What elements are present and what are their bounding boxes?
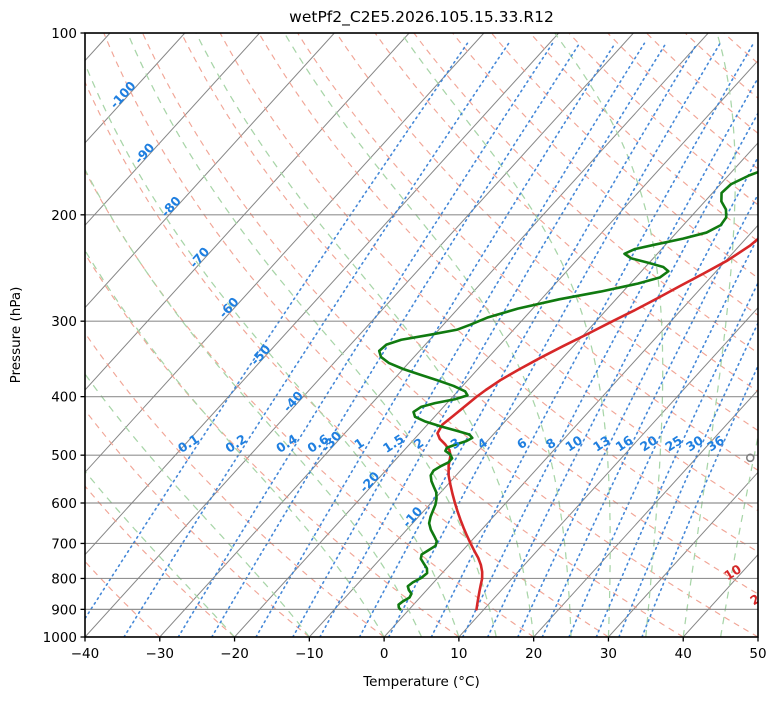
dry-adiabat-label: 20 xyxy=(747,586,770,608)
isotherm-line xyxy=(533,389,758,637)
x-axis-label: Temperature (°C) xyxy=(362,674,480,690)
mixing-ratio-line xyxy=(430,42,755,637)
mixing-ratio-line xyxy=(595,281,758,637)
dry-adiabat-label: 30 xyxy=(771,609,775,631)
x-tick-label: 0 xyxy=(380,646,389,662)
x-tick-label: 10 xyxy=(450,646,467,662)
moist-adiabat-line xyxy=(283,33,572,637)
dry-adiabat-line xyxy=(85,252,460,637)
mixing-ratio-line xyxy=(618,321,758,637)
mixing-ratio-line xyxy=(568,235,758,637)
dry-adiabat-line xyxy=(219,33,758,553)
isotherm-line xyxy=(85,33,410,391)
x-tick-label: 50 xyxy=(749,646,766,662)
mixing-ratio-line xyxy=(461,76,758,637)
isotherm-line xyxy=(85,33,335,309)
dry-adiabat-line xyxy=(85,332,385,637)
moist-adiabat-line xyxy=(757,633,758,637)
x-tick-label: −10 xyxy=(295,646,324,662)
mixing-ratio-line xyxy=(123,42,510,637)
mixing-ratio-line xyxy=(85,42,469,621)
mixing-ratio-line xyxy=(387,42,721,637)
isotherm-line xyxy=(383,224,758,637)
mixing-ratio-line xyxy=(292,42,646,637)
isotherm-line xyxy=(85,33,560,556)
mixing-ratio-line xyxy=(319,42,667,637)
mixing-ratio-line xyxy=(211,42,581,637)
isotherm-line xyxy=(85,33,260,227)
dry-adiabat-line xyxy=(568,33,758,206)
y-tick-label: 700 xyxy=(51,536,77,552)
temperature-profile xyxy=(436,237,758,611)
y-tick-label: 300 xyxy=(51,314,77,330)
moist-adiabat-line xyxy=(85,62,460,637)
dry-adiabat-line xyxy=(490,33,758,279)
dry-adiabat-line xyxy=(103,33,684,637)
x-tick-label: −20 xyxy=(220,646,249,662)
lcl-marker xyxy=(745,453,755,463)
dry-adiabat-line xyxy=(335,33,758,432)
isotherm-line xyxy=(757,636,758,637)
x-tick-label: −30 xyxy=(146,646,175,662)
page-title: wetPf2_C2E5.2026.105.15.33.R12 xyxy=(289,8,554,27)
dry-adiabat-line xyxy=(141,33,758,637)
y-axis-label: Pressure (hPa) xyxy=(8,287,24,384)
x-tick-label: 20 xyxy=(525,646,542,662)
moist-adiabat-line xyxy=(400,33,611,637)
dry-adiabat-line xyxy=(85,80,609,637)
moist-adiabat-line xyxy=(85,249,385,637)
moist-adiabat-line xyxy=(682,33,736,637)
dry-adiabat-line xyxy=(529,33,758,242)
dry-adiabat-line xyxy=(85,409,310,637)
isotherm-line xyxy=(85,33,485,474)
dry-adiabat-line xyxy=(180,33,758,595)
moist-adiabat-line xyxy=(85,470,236,637)
mixing-ratio-line xyxy=(517,155,758,637)
x-tick-label: −40 xyxy=(71,646,100,662)
moist-adiabat-line xyxy=(554,33,664,637)
moist-adiabat-line xyxy=(127,33,497,637)
y-tick-label: 100 xyxy=(51,26,77,42)
y-tick-label: 800 xyxy=(51,571,77,587)
y-tick-label: 900 xyxy=(51,602,77,618)
x-tick-label: 30 xyxy=(600,646,617,662)
y-tick-label: 400 xyxy=(51,390,77,406)
moist-adiabat-line xyxy=(85,168,423,637)
isotherm-line xyxy=(234,59,758,637)
grid-layer: -100-90-80-70-60-50-40-30-20-100.1 0.2 0.4… xyxy=(85,33,775,637)
isotherm-line xyxy=(608,471,758,637)
dry-adiabat-line xyxy=(763,33,775,201)
mixing-ratio-line xyxy=(486,111,758,637)
y-tick-label: 200 xyxy=(51,208,77,224)
mixing-ratio-line xyxy=(641,364,758,637)
y-tick-label: 1000 xyxy=(43,630,77,646)
dewpoint-profile xyxy=(377,170,758,611)
mixing-ratio-line xyxy=(255,42,616,637)
isotherm-line xyxy=(85,33,186,144)
dry-adiabat-line xyxy=(452,33,758,316)
plot-frame xyxy=(84,32,759,638)
y-tick-label: 500 xyxy=(51,448,77,464)
y-tick-label: 600 xyxy=(51,496,77,512)
dry-adiabat-line xyxy=(413,33,758,354)
dry-adiabat-line xyxy=(297,33,758,472)
moist-adiabat-line xyxy=(195,33,535,637)
mixing-ratio-line xyxy=(541,192,758,637)
moist-adiabat-line xyxy=(719,433,758,637)
isotherm-line xyxy=(85,33,634,637)
moist-adiabat-line xyxy=(85,372,310,637)
x-tick-label: 40 xyxy=(675,646,692,662)
dry-adiabat-line xyxy=(258,33,758,512)
dry-adiabat-line xyxy=(85,560,161,637)
